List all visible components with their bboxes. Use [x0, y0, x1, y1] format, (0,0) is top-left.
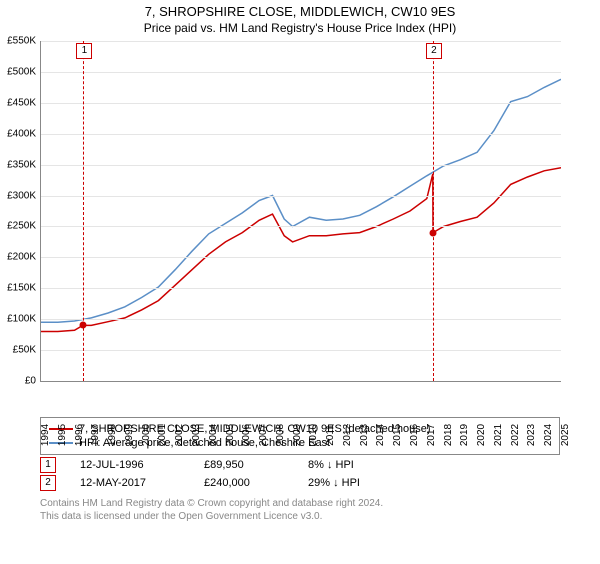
x-tick-label: 2009: [292, 424, 303, 446]
footer-line2: This data is licensed under the Open Gov…: [40, 510, 600, 523]
x-tick-label: 2019: [459, 424, 470, 446]
gridline: [41, 288, 561, 289]
x-tick-label: 2011: [325, 424, 336, 446]
x-tick-label: 2018: [443, 424, 454, 446]
x-tick-label: 2016: [409, 424, 420, 446]
gridline: [41, 134, 561, 135]
x-tick-label: 2003: [191, 424, 202, 446]
x-tick-label: 2013: [359, 424, 370, 446]
marker-label: 2: [426, 43, 442, 59]
y-tick-label: £450K: [7, 97, 36, 108]
y-tick-label: £550K: [7, 36, 36, 47]
x-tick-label: 2023: [526, 424, 537, 446]
gridline: [41, 257, 561, 258]
y-tick-label: £250K: [7, 221, 36, 232]
gridline: [41, 41, 561, 42]
x-tick-label: 1998: [107, 424, 118, 446]
event-row: 1 12-JUL-1996 £89,950 8% ↓ HPI: [40, 457, 600, 473]
x-tick-label: 2001: [157, 424, 168, 446]
event-date: 12-JUL-1996: [80, 459, 180, 471]
marker-dot: [80, 322, 87, 329]
marker-label: 1: [76, 43, 92, 59]
x-tick-label: 2007: [258, 424, 269, 446]
line-layer: [41, 41, 561, 381]
x-tick-label: 1997: [90, 424, 101, 446]
event-row: 2 12-MAY-2017 £240,000 29% ↓ HPI: [40, 475, 600, 491]
chart-subtitle: Price paid vs. HM Land Registry's House …: [0, 21, 600, 35]
series-line: [41, 79, 561, 322]
chart-wrap: £0£50K£100K£150K£200K£250K£300K£350K£400…: [40, 41, 600, 411]
x-tick-label: 2015: [392, 424, 403, 446]
x-tick-label: 2014: [375, 424, 386, 446]
gridline: [41, 196, 561, 197]
y-tick-label: £150K: [7, 283, 36, 294]
chart-container: 7, SHROPSHIRE CLOSE, MIDDLEWICH, CW10 9E…: [0, 4, 600, 564]
x-tick-label: 2000: [141, 424, 152, 446]
marker-line: [433, 41, 434, 381]
event-price: £89,950: [204, 459, 284, 471]
event-marker: 2: [40, 475, 56, 491]
x-tick-label: 1999: [124, 424, 135, 446]
x-tick-label: 2004: [208, 424, 219, 446]
event-date: 12-MAY-2017: [80, 477, 180, 489]
marker-dot: [429, 229, 436, 236]
gridline: [41, 319, 561, 320]
x-tick-label: 2010: [308, 424, 319, 446]
footer-line1: Contains HM Land Registry data © Crown c…: [40, 497, 600, 510]
x-tick-label: 2021: [493, 424, 504, 446]
footer-text: Contains HM Land Registry data © Crown c…: [40, 497, 600, 523]
y-tick-label: £50K: [13, 345, 36, 356]
y-tick-label: £300K: [7, 190, 36, 201]
gridline: [41, 226, 561, 227]
gridline: [41, 350, 561, 351]
x-tick-label: 2025: [560, 424, 571, 446]
series-line: [41, 168, 561, 332]
x-tick-label: 2022: [510, 424, 521, 446]
gridline: [41, 165, 561, 166]
event-list: 1 12-JUL-1996 £89,950 8% ↓ HPI 2 12-MAY-2017 £…: [0, 457, 600, 491]
x-tick-label: 2002: [174, 424, 185, 446]
x-axis: 1994199519961997199819992000200120022003…: [40, 413, 560, 439]
y-tick-label: £500K: [7, 66, 36, 77]
chart-title: 7, SHROPSHIRE CLOSE, MIDDLEWICH, CW10 9E…: [0, 4, 600, 19]
event-price: £240,000: [204, 477, 284, 489]
y-tick-label: £0: [25, 376, 36, 387]
y-tick-label: £100K: [7, 314, 36, 325]
x-tick-label: 2020: [476, 424, 487, 446]
marker-line: [83, 41, 84, 381]
gridline: [41, 72, 561, 73]
x-tick-label: 2006: [241, 424, 252, 446]
x-tick-label: 2005: [225, 424, 236, 446]
y-tick-label: £400K: [7, 128, 36, 139]
x-tick-label: 1994: [40, 424, 51, 446]
x-tick-label: 2012: [342, 424, 353, 446]
x-tick-label: 1996: [74, 424, 85, 446]
event-marker: 1: [40, 457, 56, 473]
x-tick-label: 2024: [543, 424, 554, 446]
gridline: [41, 103, 561, 104]
event-diff: 29% ↓ HPI: [308, 477, 360, 489]
event-diff: 8% ↓ HPI: [308, 459, 354, 471]
x-tick-label: 1995: [57, 424, 68, 446]
y-axis: £0 £50K £100K £150K £200K £250K £300K £350K £400…: [0, 41, 38, 411]
plot-area: 12: [40, 41, 561, 382]
y-tick-label: £200K: [7, 252, 36, 263]
y-tick-label: £350K: [7, 159, 36, 170]
x-tick-label: 2008: [275, 424, 286, 446]
x-tick-label: 2017: [426, 424, 437, 446]
